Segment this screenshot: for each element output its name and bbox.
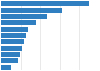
Bar (1, 8, 62, 13)
Bar (1, 46, 22, 51)
Bar (1, 1, 89, 6)
Bar (1, 39, 23, 44)
Bar (1, 65, 11, 70)
Bar (1, 27, 28, 32)
Bar (1, 14, 47, 19)
Bar (1, 20, 36, 25)
Bar (1, 33, 26, 38)
Bar (1, 52, 20, 57)
Bar (1, 58, 18, 63)
